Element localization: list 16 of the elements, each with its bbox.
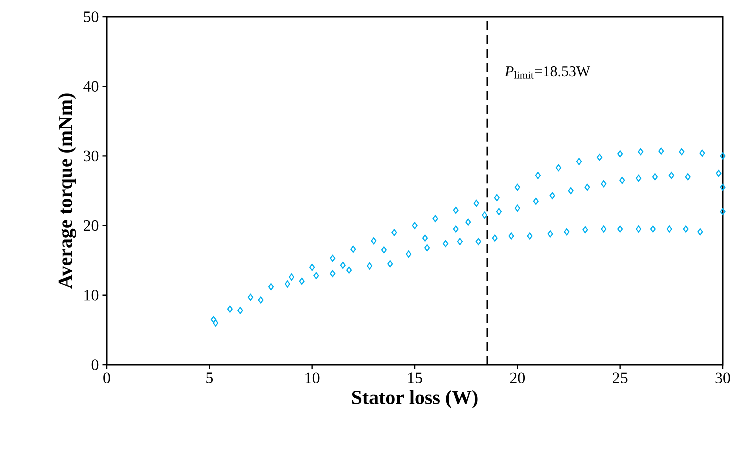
x-axis-title: Stator loss (W): [352, 390, 478, 408]
y-axis-title: Average torque (mNm): [58, 94, 76, 289]
x-tick-label: 25: [613, 372, 628, 384]
y-tick-label: 30: [84, 150, 99, 162]
y-tick-label: 20: [84, 220, 99, 232]
y-tick-label: 10: [84, 290, 99, 301]
x-tick-label: 0: [104, 372, 110, 384]
x-tick-label: 5: [206, 372, 214, 384]
x-tick-label: 15: [408, 372, 422, 384]
y-tick-label: 40: [84, 81, 99, 92]
x-tick-label: 20: [510, 372, 526, 384]
x-tick-label: 30: [716, 372, 730, 384]
x-tick-label: 10: [306, 372, 320, 384]
y-tick-label: 50: [84, 12, 99, 22]
ref-line-label: P$_{limit}$=18.53W: [504, 66, 591, 79]
y-tick-label: 0: [92, 360, 99, 370]
